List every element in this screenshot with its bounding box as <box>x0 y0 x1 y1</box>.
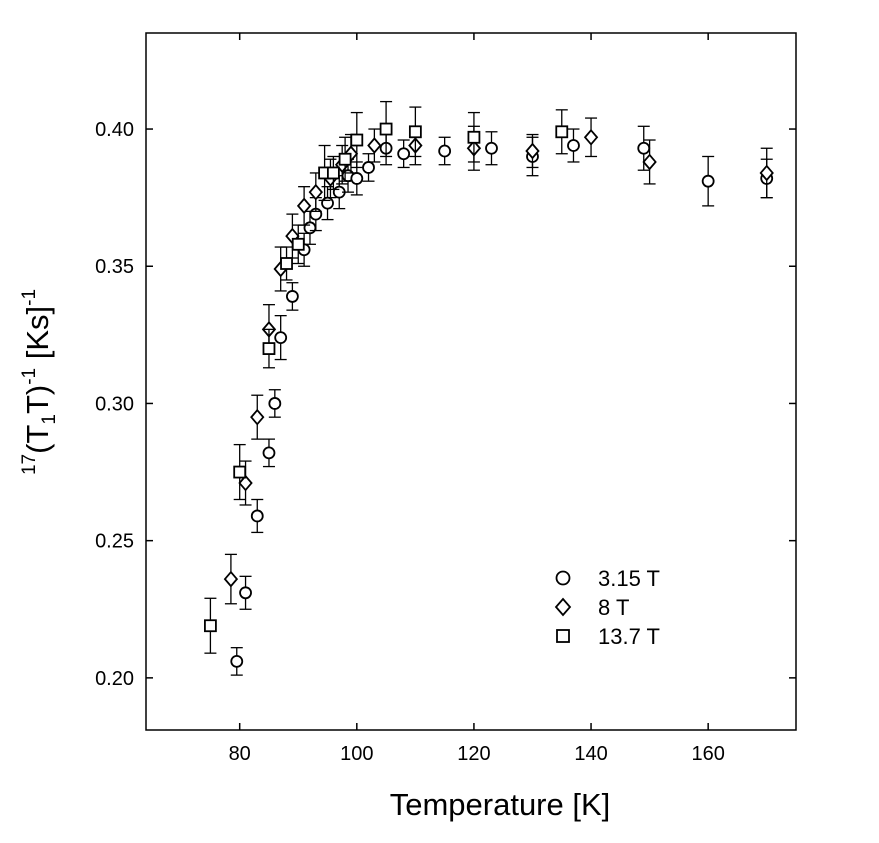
data-point-circle <box>567 139 580 152</box>
data-point-square <box>408 125 422 139</box>
y-axis-ticks: 0.20 0.25 0.30 0.35 0.40 <box>95 119 796 690</box>
series-square <box>204 100 569 654</box>
data-point-circle <box>230 654 244 668</box>
legend-label-series-1: 3.15 T <box>598 566 660 591</box>
legend-marker-diamond <box>554 597 572 617</box>
data-point-square <box>350 133 364 147</box>
plot-frame <box>145 32 797 731</box>
data-point-circle <box>362 161 375 174</box>
data-point-diamond <box>223 570 239 588</box>
y-label-open: (T <box>20 425 55 454</box>
series-diamond <box>223 117 774 605</box>
data-point-circle <box>397 147 411 161</box>
data-point-circle <box>250 509 264 523</box>
y-label-close: T) <box>20 385 55 414</box>
data-point-circle <box>321 196 334 210</box>
y-tick-label: 0.20 <box>95 668 134 690</box>
data-point-circle <box>350 172 364 185</box>
data-point-diamond <box>308 183 324 201</box>
data-point-diamond <box>642 153 657 171</box>
x-tick-label: 100 <box>340 743 373 765</box>
data-point-circle <box>262 446 276 460</box>
y-label-units: [Ks] <box>20 306 55 368</box>
legend-marker-circle <box>555 570 571 586</box>
legend: 3.15 T 8 T 13.7 T <box>554 566 660 649</box>
data-points <box>204 100 774 676</box>
data-point-diamond <box>238 474 253 492</box>
data-point-square <box>262 342 276 355</box>
x-axis-ticks: 80 100 120 140 160 <box>229 33 725 765</box>
data-point-diamond <box>525 142 540 160</box>
data-point-circle <box>637 141 651 155</box>
x-axis-label: Temperature [K] <box>390 787 611 822</box>
data-point-square <box>555 125 569 139</box>
data-point-diamond <box>367 137 382 154</box>
y-label-exponent: -1 <box>19 368 40 385</box>
data-point-square <box>233 465 247 479</box>
data-point-diamond <box>583 128 599 146</box>
data-point-circle <box>303 221 317 235</box>
data-point-square <box>280 257 293 270</box>
y-tick-label: 0.25 <box>95 531 134 553</box>
series-circle <box>230 125 774 676</box>
data-point-square <box>467 130 481 144</box>
x-tick-label: 120 <box>457 743 490 765</box>
data-point-diamond <box>250 408 265 426</box>
y-tick-label: 0.35 <box>95 256 134 278</box>
y-label-isotope: 17 <box>19 454 40 475</box>
data-point-square <box>379 122 393 136</box>
y-label-subscript: 1 <box>39 414 60 425</box>
x-tick-label: 80 <box>229 743 251 765</box>
legend-label-series-2: 8 T <box>598 595 629 620</box>
data-point-diamond <box>296 197 312 215</box>
data-point-circle <box>485 141 498 155</box>
x-tick-label: 140 <box>574 743 607 765</box>
data-point-circle <box>274 331 288 344</box>
data-point-square <box>338 152 352 166</box>
data-point-circle <box>285 290 299 303</box>
data-point-square <box>291 237 305 251</box>
data-point-circle <box>438 144 452 158</box>
legend-label-series-3: 13.7 T <box>598 624 660 649</box>
y-label-units-exponent: -1 <box>19 289 40 306</box>
y-axis-label: 17(T1T)-1 [Ks]-1 <box>19 289 60 475</box>
data-point-circle <box>268 397 282 410</box>
data-point-square <box>326 166 340 180</box>
data-point-circle <box>701 174 715 188</box>
data-point-circle <box>239 586 252 600</box>
data-point-square <box>204 619 217 633</box>
y-tick-label: 0.30 <box>95 393 134 415</box>
data-point-diamond <box>759 164 774 182</box>
y-tick-label: 0.40 <box>95 119 134 141</box>
legend-marker-square <box>556 629 570 643</box>
x-tick-label: 160 <box>691 743 724 765</box>
